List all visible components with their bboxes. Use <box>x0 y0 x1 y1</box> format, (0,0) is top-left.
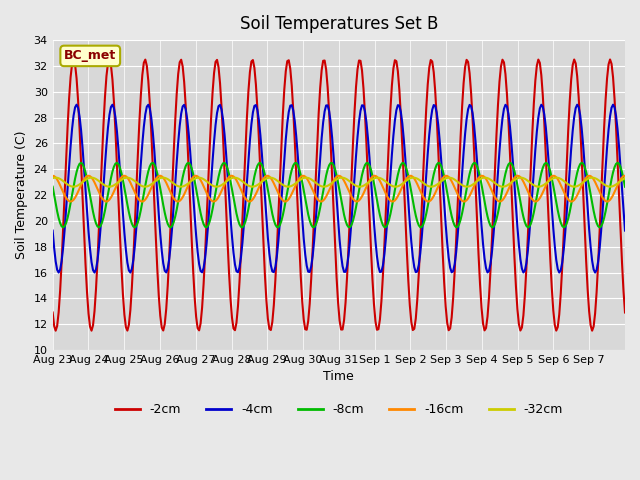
-2cm <box>88 328 95 334</box>
-4cm <box>55 270 63 276</box>
-4cm <box>70 113 77 119</box>
-8cm <box>458 210 466 216</box>
-32cm <box>458 182 466 188</box>
-16cm <box>458 198 466 204</box>
-2cm <box>49 310 56 315</box>
-32cm <box>70 184 77 190</box>
Text: BC_met: BC_met <box>64 49 116 62</box>
-4cm <box>543 141 551 147</box>
-16cm <box>543 180 551 185</box>
Title: Soil Temperatures Set B: Soil Temperatures Set B <box>239 15 438 33</box>
Line: -8cm: -8cm <box>52 163 625 228</box>
X-axis label: Time: Time <box>323 371 354 384</box>
-32cm <box>606 184 614 190</box>
Line: -4cm: -4cm <box>52 105 625 273</box>
-16cm <box>88 175 95 180</box>
-2cm <box>52 328 60 334</box>
-4cm <box>345 252 353 258</box>
-4cm <box>609 102 617 108</box>
-2cm <box>606 57 614 62</box>
-2cm <box>620 288 627 294</box>
-32cm <box>543 180 551 185</box>
-4cm <box>620 207 627 213</box>
-8cm <box>621 184 629 190</box>
-32cm <box>88 175 95 180</box>
-2cm <box>70 57 77 62</box>
-2cm <box>543 187 551 193</box>
Line: -32cm: -32cm <box>52 178 625 187</box>
-4cm <box>88 259 95 265</box>
-32cm <box>49 175 56 181</box>
Legend: -2cm, -4cm, -8cm, -16cm, -32cm: -2cm, -4cm, -8cm, -16cm, -32cm <box>109 398 568 421</box>
-16cm <box>70 197 77 203</box>
-8cm <box>88 201 95 207</box>
-4cm <box>621 228 629 233</box>
-2cm <box>345 243 353 249</box>
-8cm <box>60 225 67 230</box>
-4cm <box>458 170 466 176</box>
-16cm <box>618 175 626 180</box>
Y-axis label: Soil Temperature (C): Soil Temperature (C) <box>15 131 28 259</box>
-8cm <box>70 183 77 189</box>
-32cm <box>621 175 629 181</box>
-8cm <box>614 160 621 166</box>
Line: -16cm: -16cm <box>52 176 625 202</box>
-8cm <box>345 224 353 230</box>
-32cm <box>620 176 627 182</box>
-32cm <box>52 175 60 180</box>
-2cm <box>621 310 629 315</box>
-2cm <box>458 104 466 109</box>
-16cm <box>49 173 56 179</box>
-4cm <box>49 228 56 233</box>
-16cm <box>67 199 74 204</box>
-16cm <box>345 188 353 193</box>
-32cm <box>345 178 353 183</box>
Line: -2cm: -2cm <box>52 60 625 331</box>
-16cm <box>621 173 629 179</box>
-8cm <box>543 161 551 167</box>
-8cm <box>620 176 627 182</box>
-8cm <box>49 184 56 190</box>
